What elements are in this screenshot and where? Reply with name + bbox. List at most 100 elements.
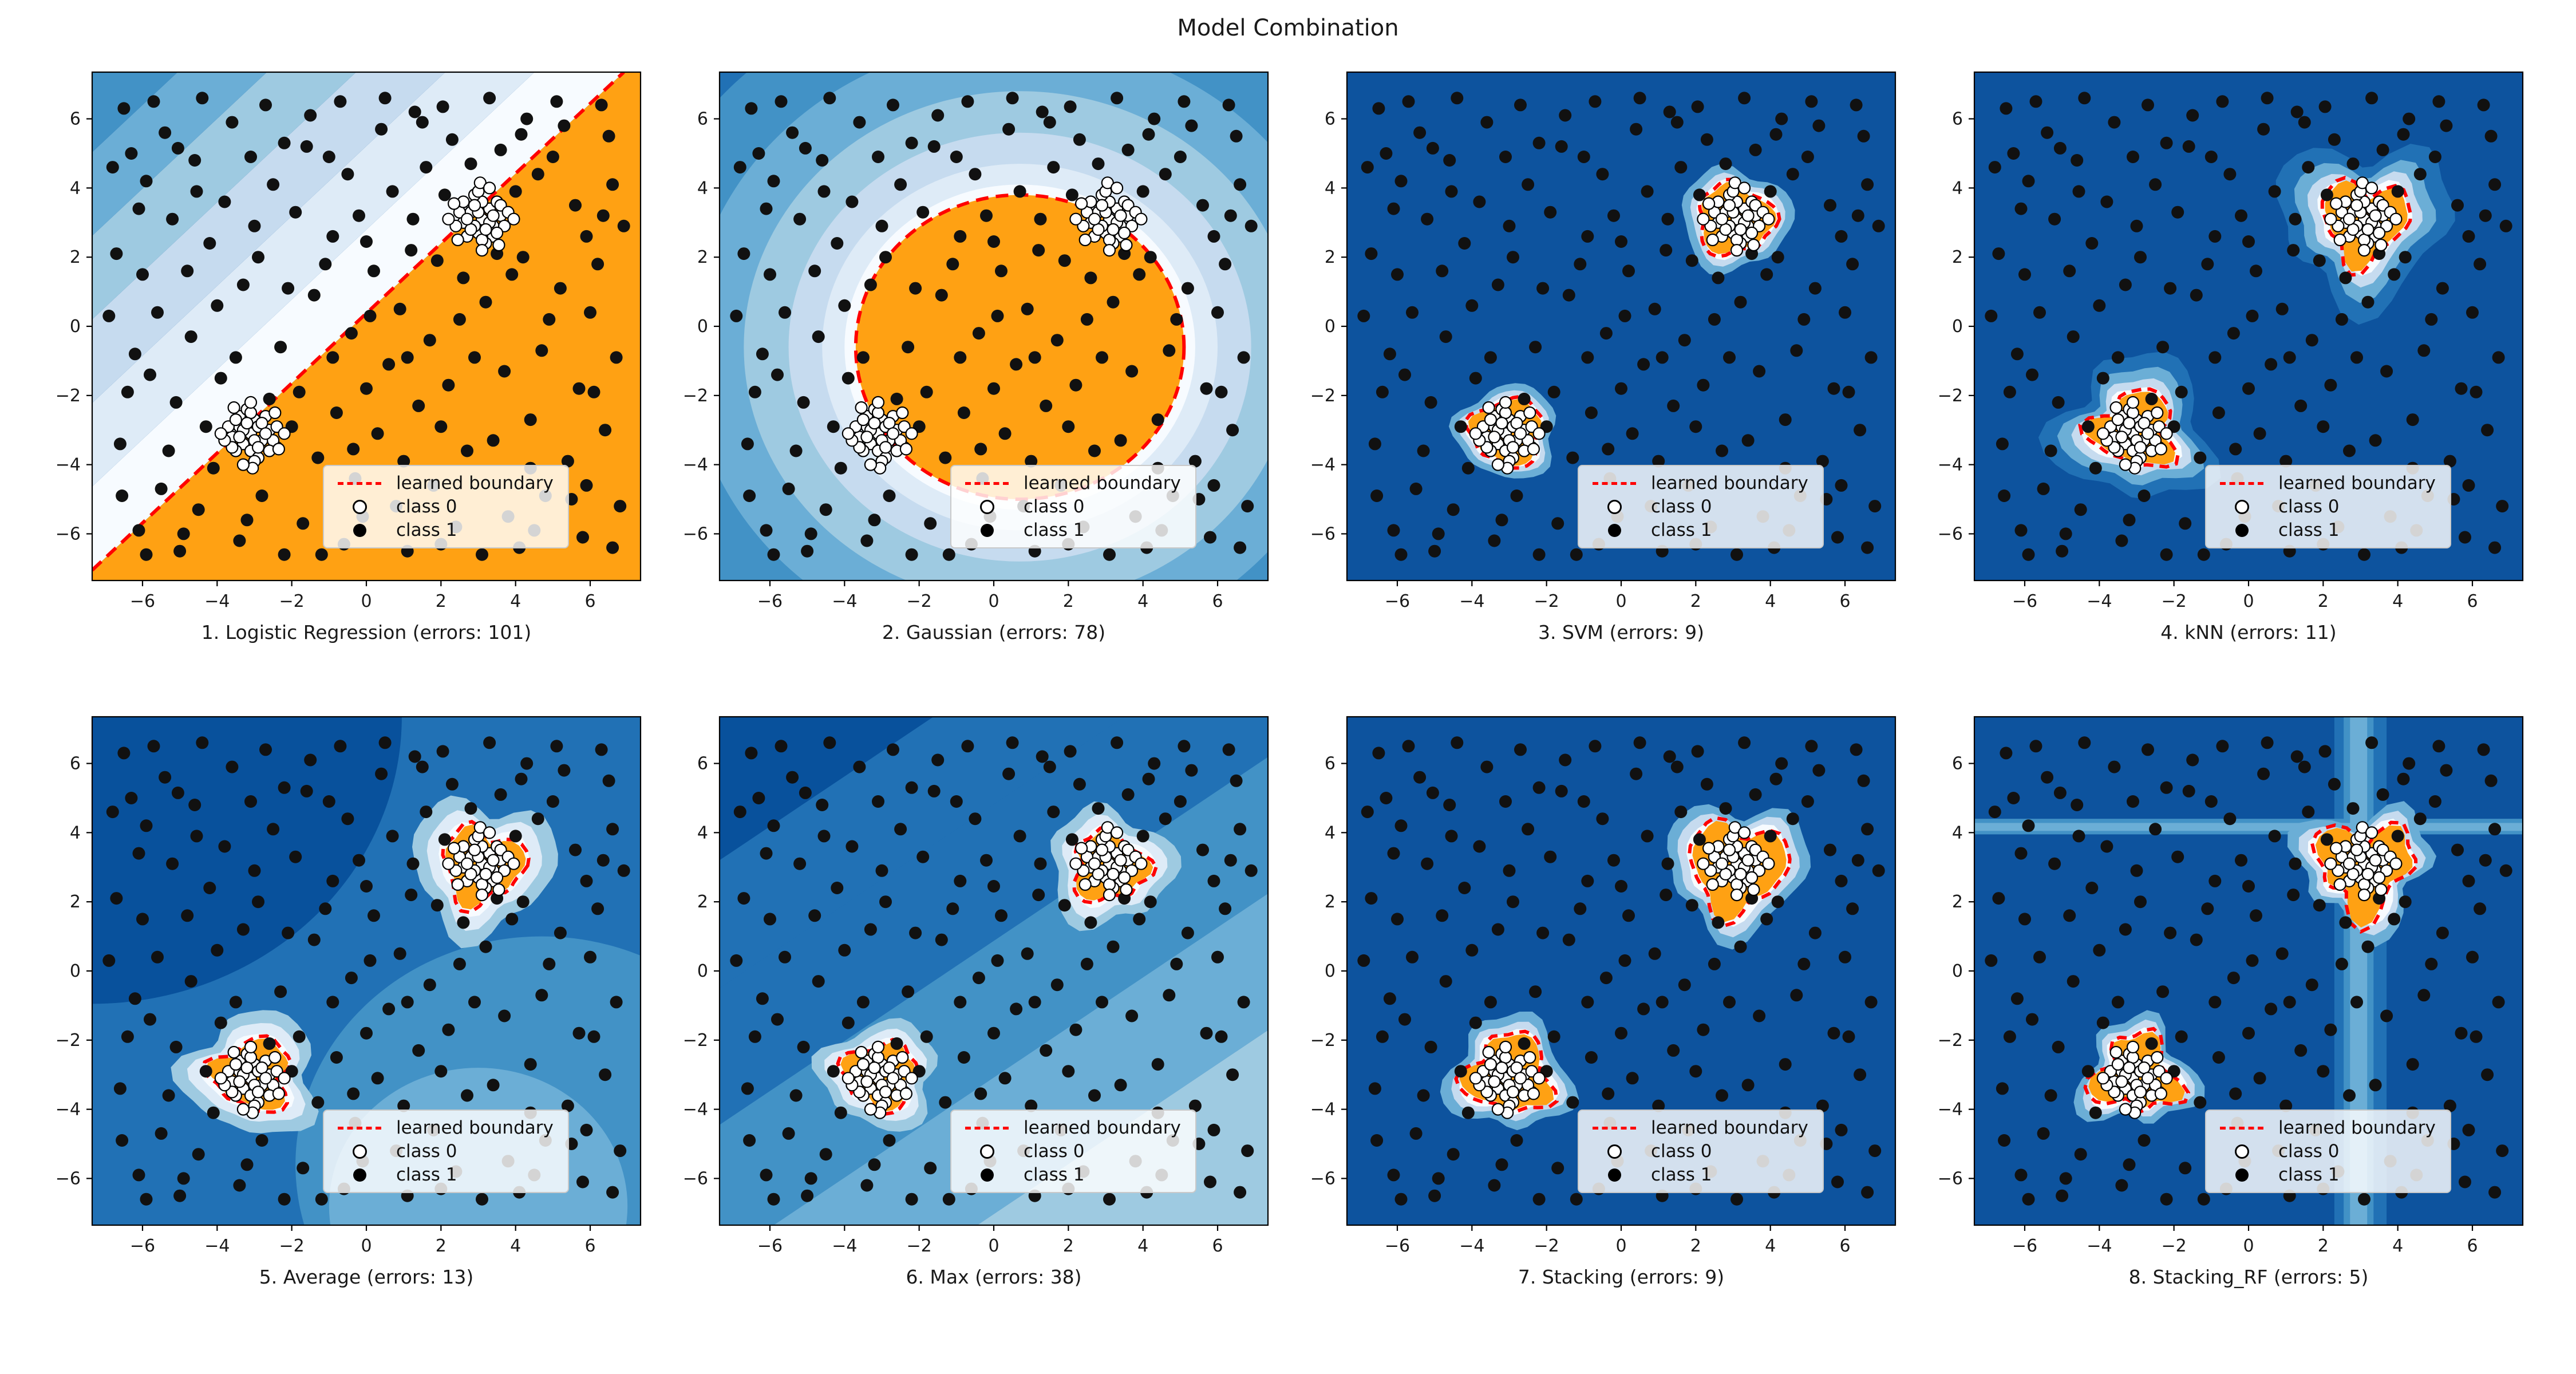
x-tick-label: −2 (279, 591, 305, 611)
y-tick-label: 2 (70, 247, 81, 267)
legend-label: learned boundary (1024, 473, 1181, 493)
y-tick-label: −4 (1938, 455, 1963, 475)
legend-open-circle-icon (964, 1144, 1010, 1159)
subplot-7: −6 −6 −4 −4 −2 −2 0 0 2 2 4 4 6 6 7. Stacking (errors:… (1293, 706, 1905, 1302)
y-tick-label: 4 (1952, 823, 1963, 843)
plot-canvas: −6 −6 −4 −4 −2 −2 0 0 2 2 4 4 6 6 6. Max (errors: 38) (683, 716, 1269, 1288)
y-tick-label: 4 (697, 823, 708, 843)
y-tick-label: 4 (1325, 823, 1336, 843)
legend-label: class 0 (1651, 1141, 1712, 1162)
subplot-4: −6 −6 −4 −4 −2 −2 0 0 2 2 4 4 6 6 4. kNN (errors: 11) l… (1920, 62, 2532, 657)
y-tick-label: 6 (697, 754, 708, 774)
legend-dashed-line-icon (337, 1126, 382, 1130)
legend-item: class 0 (1591, 1141, 1810, 1162)
subplot-xlabel: 4. kNN (errors: 11) (2160, 621, 2336, 643)
legend-open-circle-icon (2219, 1144, 2265, 1159)
x-tick-label: 4 (1137, 1236, 1148, 1256)
x-tick-label: 4 (1765, 1236, 1776, 1256)
subplot-8: −6 −6 −4 −4 −2 −2 0 0 2 2 4 4 6 6 8. Stacking_RF (erro… (1920, 706, 2532, 1302)
y-tick-label: 6 (70, 754, 81, 774)
plot-canvas: −6 −6 −4 −4 −2 −2 0 0 2 2 4 4 6 6 3. SVM (errors: 9) (1310, 71, 1897, 643)
x-tick-label: 2 (1063, 1236, 1074, 1256)
legend-item: class 0 (964, 496, 1183, 517)
y-tick-label: −2 (1938, 1030, 1963, 1051)
x-tick-label: 0 (361, 1236, 372, 1256)
x-tick-label: 6 (584, 591, 595, 611)
subplot-2: −6 −6 −4 −4 −2 −2 0 0 2 2 4 4 6 6 2. Gaussian (errors:… (665, 62, 1278, 657)
y-tick-label: 4 (70, 823, 81, 843)
y-tick-label: 2 (697, 247, 708, 267)
y-tick-label: −2 (683, 386, 708, 406)
x-tick-label: −4 (204, 591, 230, 611)
y-tick-label: 2 (1325, 892, 1336, 912)
legend-label: learned boundary (1651, 1118, 1808, 1138)
y-tick-label: −2 (1938, 386, 1963, 406)
y-tick-label: 4 (1952, 178, 1963, 198)
legend-label: class 1 (1651, 520, 1712, 540)
x-tick-label: −2 (907, 1236, 932, 1256)
x-tick-label: −2 (2162, 1236, 2187, 1256)
x-tick-label: −4 (204, 1236, 230, 1256)
legend-label: class 1 (396, 520, 457, 540)
y-tick-label: −6 (683, 524, 708, 544)
x-tick-label: −4 (2087, 591, 2112, 611)
legend: learned boundary class 0 class 1 (323, 465, 569, 548)
x-tick-label: 6 (584, 1236, 595, 1256)
legend: learned boundary class 0 class 1 (1578, 1110, 1824, 1193)
figure-title: Model Combination (1177, 15, 1399, 41)
legend-label: learned boundary (1024, 1118, 1181, 1138)
y-tick-label: −6 (56, 1168, 81, 1189)
legend-filled-circle-icon (2219, 1168, 2265, 1182)
x-tick-label: 2 (1063, 591, 1074, 611)
legend-dashed-line-icon (964, 1126, 1010, 1130)
y-tick-label: 0 (70, 317, 81, 337)
x-tick-label: 6 (1839, 1236, 1850, 1256)
axes: −6 −6 −4 −4 −2 −2 0 0 2 2 4 4 6 6 (56, 71, 642, 611)
legend: learned boundary class 0 class 1 (323, 1110, 569, 1193)
x-tick-label: 0 (1615, 1236, 1626, 1256)
legend-label: learned boundary (2278, 1118, 2436, 1138)
x-tick-label: −2 (2162, 591, 2187, 611)
legend-item: class 1 (2219, 520, 2437, 540)
subplot-xlabel: 2. Gaussian (errors: 78) (882, 621, 1105, 643)
decision-boundary (92, 72, 625, 572)
x-tick-label: 2 (2318, 1236, 2329, 1256)
subplot-6: −6 −6 −4 −4 −2 −2 0 0 2 2 4 4 6 6 6. Max (errors: 38) l… (665, 706, 1278, 1302)
legend-item: class 1 (964, 1164, 1183, 1185)
legend-filled-circle-icon (964, 1168, 1010, 1182)
x-tick-label: −4 (1459, 591, 1484, 611)
plot-canvas: −6 −6 −4 −4 −2 −2 0 0 2 2 4 4 6 6 5. Average (errors: … (56, 716, 642, 1288)
x-tick-label: 6 (2467, 1236, 2478, 1256)
y-tick-label: −4 (1310, 1100, 1336, 1120)
y-tick-label: 0 (1325, 961, 1336, 981)
x-tick-label: 2 (436, 591, 447, 611)
x-tick-label: 0 (2243, 1236, 2254, 1256)
x-tick-label: −6 (2012, 1236, 2037, 1256)
x-tick-label: 2 (1690, 591, 1701, 611)
class0-points (1469, 176, 1775, 475)
axes: −6 −6 −4 −4 −2 −2 0 0 2 2 4 4 6 6 (1310, 71, 1897, 611)
legend-label: learned boundary (396, 473, 554, 493)
decision-surface (92, 717, 641, 1225)
decision-surface (720, 72, 1268, 581)
axes: −6 −6 −4 −4 −2 −2 0 0 2 2 4 4 6 6 (56, 716, 642, 1256)
y-tick-label: −4 (1938, 1100, 1963, 1120)
x-tick-label: 2 (2318, 591, 2329, 611)
legend-filled-circle-icon (337, 523, 382, 537)
y-tick-label: −6 (1938, 524, 1963, 544)
plot-canvas: −6 −6 −4 −4 −2 −2 0 0 2 2 4 4 6 6 7. Stacking (errors:… (1310, 716, 1897, 1288)
legend-item: class 0 (2219, 496, 2437, 517)
legend-dashed-line-icon (964, 481, 1010, 485)
legend-label: class 0 (2278, 496, 2340, 517)
legend-label: learned boundary (2278, 473, 2436, 493)
legend: learned boundary class 0 class 1 (2205, 1110, 2451, 1193)
legend-label: class 1 (2278, 520, 2340, 540)
legend-dashed-line-icon (337, 481, 382, 485)
y-tick-label: 2 (1952, 892, 1963, 912)
subplot-xlabel: 8. Stacking_RF (errors: 5) (2129, 1266, 2369, 1288)
legend-label: class 1 (1024, 1164, 1085, 1185)
axes: −6 −6 −4 −4 −2 −2 0 0 2 2 4 4 6 6 (1310, 716, 1897, 1256)
x-tick-label: 2 (436, 1236, 447, 1256)
y-tick-label: 0 (1952, 317, 1963, 337)
